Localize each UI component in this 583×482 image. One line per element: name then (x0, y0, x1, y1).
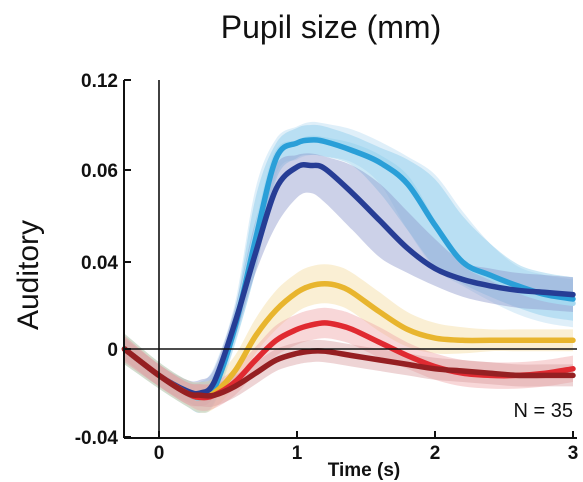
confidence-bands (124, 121, 573, 413)
x-axis-label: Time (s) (328, 460, 401, 481)
series-6-band (124, 338, 573, 407)
x-tick-label: 0 (154, 443, 165, 464)
series-6-line (121, 346, 576, 399)
x-tick-label: 3 (568, 443, 579, 464)
y-tick-label: -0.04 (75, 428, 119, 449)
tick-labels: -0.04 0 0.04 0.06 0.12 0 1 2 3 (75, 71, 579, 464)
sample-size-annotation: N = 35 (514, 400, 573, 422)
y-tick-label: 0 (107, 340, 118, 361)
y-tick-label: 0.06 (81, 161, 118, 182)
x-tick-label: 1 (292, 443, 303, 464)
x-tick-label: 2 (430, 443, 441, 464)
y-axis-label: Auditory (12, 220, 45, 330)
y-tick-label: 0.04 (81, 253, 118, 274)
series-4-band (124, 264, 573, 413)
chart-title: Pupil size (mm) (221, 9, 441, 45)
y-tick-label: 0.12 (81, 71, 118, 92)
series-lines (121, 135, 576, 401)
axes (123, 79, 577, 439)
series-3-line (121, 162, 576, 397)
